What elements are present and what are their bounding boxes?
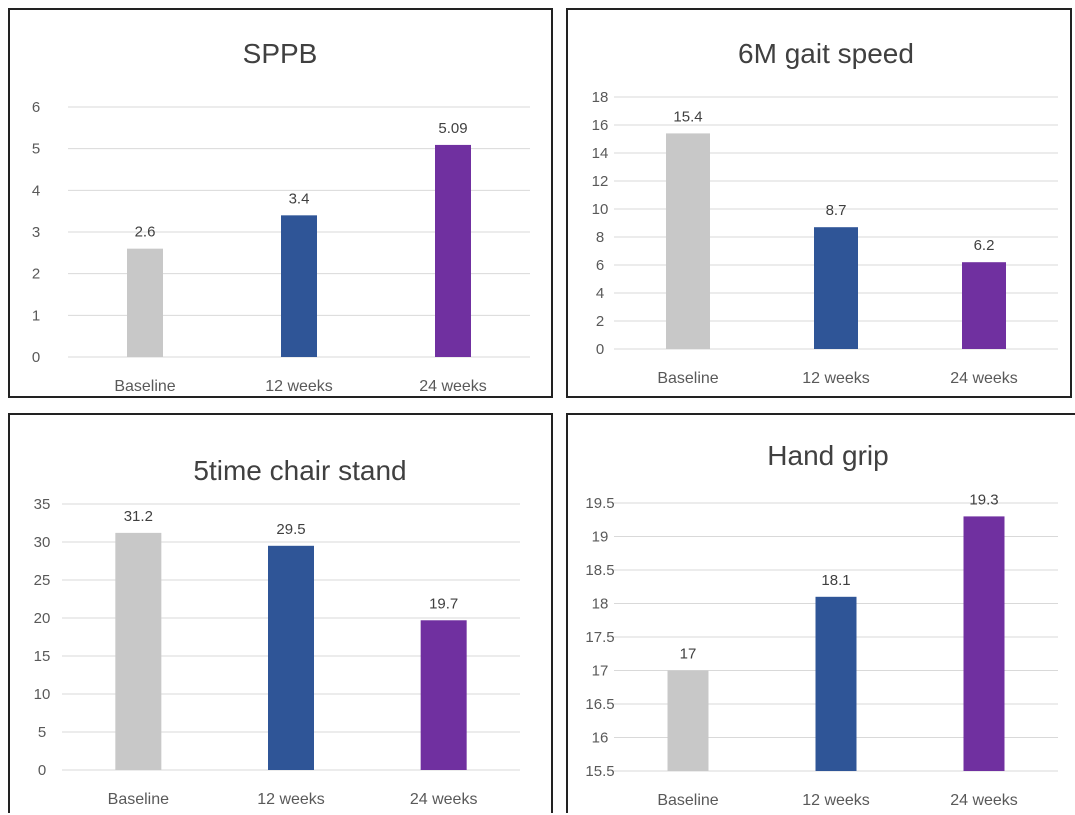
chart-hand-grip: Hand grip 15.5 16 16.5 17 17.5 18 18.5 19 19.5 17…: [585, 440, 1058, 809]
chart-panel-gait-speed: 6M gait speed 0 2 4 6 8 10 12 14 16 18 15.4 Baselin…: [566, 8, 1072, 398]
y-tick-label: 4: [32, 182, 40, 199]
y-tick-label: 30: [34, 534, 51, 551]
chart-title: 6M gait speed: [738, 38, 914, 69]
chart-panel-sppb: SPPB 0 1 2 3 4 5 6 2.6 Baseline 3.4 12 weeks 5.09 24…: [8, 8, 553, 398]
y-tick-label: 35: [34, 496, 51, 513]
data-label: 18.1: [821, 572, 850, 589]
category-label: 24 weeks: [950, 370, 1018, 387]
chart-gait-speed: 6M gait speed 0 2 4 6 8 10 12 14 16 18 15.4 Baselin…: [592, 38, 1058, 387]
y-tick-label: 8: [596, 229, 604, 246]
category-label: 24 weeks: [419, 378, 487, 395]
y-tick-label: 3: [32, 224, 40, 241]
chart-sppb: SPPB 0 1 2 3 4 5 6 2.6 Baseline 3.4 12 weeks 5.09 24…: [32, 38, 530, 395]
y-tick-label: 16: [592, 117, 609, 134]
bar: [281, 215, 317, 357]
y-tick-label: 12: [592, 173, 609, 190]
y-tick-label: 17: [592, 663, 609, 680]
category-label: 24 weeks: [410, 791, 478, 808]
data-label: 19.3: [969, 491, 998, 508]
chart-title: 5time chair stand: [193, 455, 406, 486]
bar: [420, 620, 467, 770]
bar: [115, 532, 162, 770]
data-label: 2.6: [135, 224, 156, 241]
y-tick-label: 0: [596, 341, 604, 358]
y-tick-label: 20: [34, 610, 51, 627]
category-label: 12 weeks: [265, 378, 333, 395]
y-tick-label: 0: [38, 762, 46, 779]
y-tick-label: 14: [592, 145, 609, 162]
y-tick-label: 17.5: [585, 629, 614, 646]
y-tick-label: 15: [34, 648, 51, 665]
y-tick-label: 16.5: [585, 696, 614, 713]
category-label: Baseline: [657, 792, 718, 809]
chart-chair-stand: 5time chair stand 0 5 10 15 20 25 30 35 31.2 Base…: [34, 455, 520, 808]
category-label: Baseline: [657, 370, 718, 387]
chart-title: SPPB: [243, 38, 318, 69]
data-label: 15.4: [673, 108, 702, 125]
y-tick-label: 25: [34, 572, 51, 589]
bar: [962, 262, 1006, 349]
y-tick-label: 1: [32, 307, 40, 324]
y-tick-label: 0: [32, 349, 40, 366]
chart-panel-hand-grip: Hand grip 15.5 16 16.5 17 17.5 18 18.5 19 19.5 17…: [566, 413, 1075, 813]
y-tick-label: 16: [592, 730, 609, 747]
data-label: 17: [680, 646, 697, 663]
data-label: 31.2: [124, 508, 153, 525]
y-tick-label: 19.5: [585, 495, 614, 512]
y-tick-label: 2: [32, 266, 40, 283]
y-tick-label: 4: [596, 285, 604, 302]
bar: [815, 596, 857, 771]
category-label: 12 weeks: [257, 791, 325, 808]
bar: [814, 227, 858, 349]
y-tick-label: 5: [32, 141, 40, 158]
bar: [666, 133, 710, 349]
y-tick-label: 19: [592, 529, 609, 546]
category-label: 24 weeks: [950, 792, 1018, 809]
bar: [667, 670, 709, 771]
y-tick-label: 18: [592, 89, 609, 106]
y-tick-label: 6: [32, 99, 40, 116]
category-label: 12 weeks: [802, 370, 870, 387]
chart-title: Hand grip: [767, 440, 888, 471]
data-label: 8.7: [826, 202, 847, 219]
y-tick-label: 18: [592, 596, 609, 613]
data-label: 3.4: [289, 190, 310, 207]
y-tick-label: 18.5: [585, 562, 614, 579]
bar: [127, 248, 163, 357]
y-tick-label: 5: [38, 724, 46, 741]
category-label: Baseline: [114, 378, 175, 395]
data-label: 6.2: [974, 237, 995, 254]
data-label: 19.7: [429, 595, 458, 612]
y-tick-label: 15.5: [585, 763, 614, 780]
category-label: Baseline: [108, 791, 169, 808]
data-label: 29.5: [276, 521, 305, 538]
data-label: 5.09: [438, 120, 467, 137]
bar: [268, 545, 314, 770]
y-tick-label: 6: [596, 257, 604, 274]
category-label: 12 weeks: [802, 792, 870, 809]
chart-panel-chair-stand: 5time chair stand 0 5 10 15 20 25 30 35 31.2 Base…: [8, 413, 553, 813]
y-tick-label: 10: [34, 686, 51, 703]
bar: [435, 144, 471, 357]
bar: [963, 516, 1005, 771]
y-tick-label: 2: [596, 313, 604, 330]
y-tick-label: 10: [592, 201, 609, 218]
